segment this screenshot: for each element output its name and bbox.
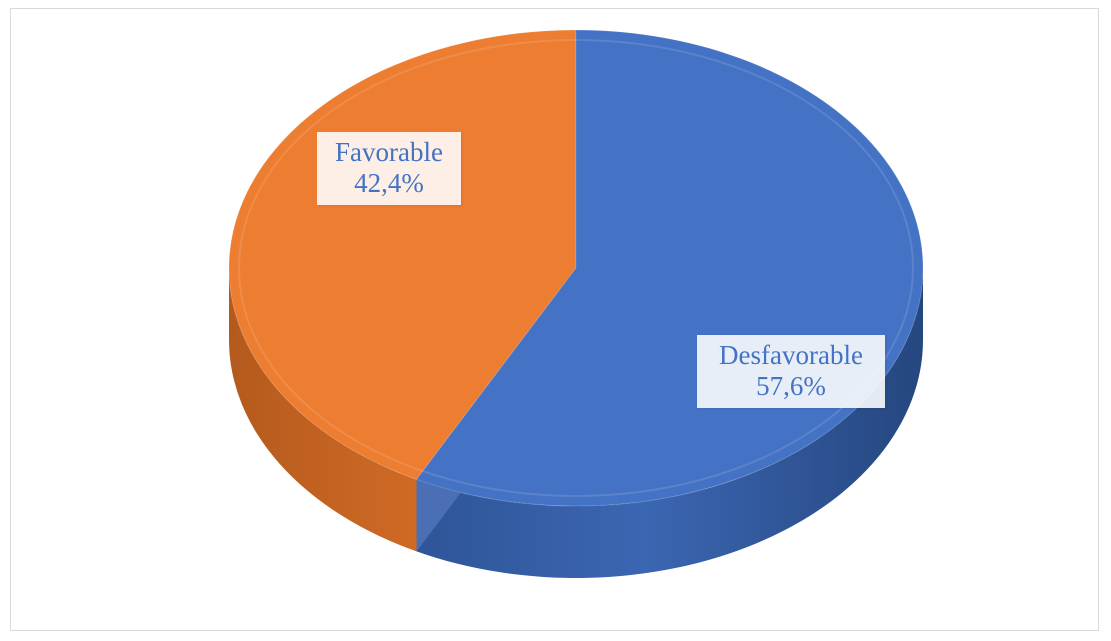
data-label-favorable: Favorable 42,4% [317, 132, 461, 205]
pie-depth-favorable [229, 268, 417, 552]
slice-value-desfavorable: 57,6% [756, 371, 826, 401]
slice-name-desfavorable: Desfavorable [719, 340, 863, 370]
pie-top [228, 29, 924, 507]
pie-depth-desfavorable [416, 268, 923, 578]
pie-slice-favorable [228, 29, 577, 480]
pie-bevel-highlight [238, 39, 914, 497]
slice-name-favorable: Favorable [335, 137, 443, 167]
data-label-desfavorable: Desfavorable 57,6% [697, 335, 885, 408]
slice-value-favorable: 42,4% [354, 168, 424, 198]
